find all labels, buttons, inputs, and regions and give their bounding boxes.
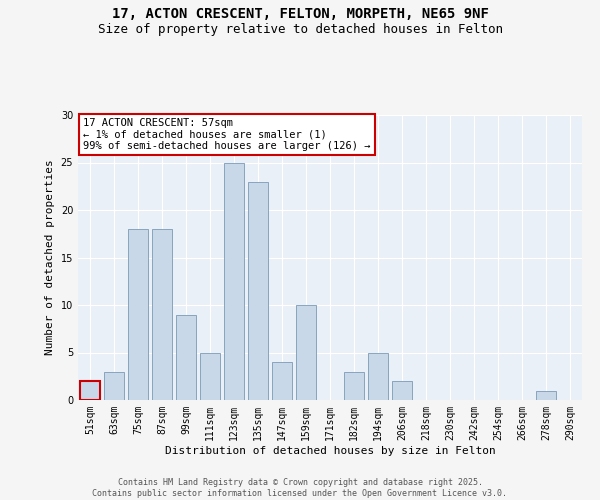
Bar <box>104 372 124 400</box>
Text: Size of property relative to detached houses in Felton: Size of property relative to detached ho… <box>97 22 503 36</box>
Bar <box>536 390 556 400</box>
Bar <box>296 305 316 400</box>
Bar <box>368 352 388 400</box>
Y-axis label: Number of detached properties: Number of detached properties <box>45 160 55 356</box>
Text: 17 ACTON CRESCENT: 57sqm
← 1% of detached houses are smaller (1)
99% of semi-det: 17 ACTON CRESCENT: 57sqm ← 1% of detache… <box>83 118 371 151</box>
Bar <box>224 162 244 400</box>
Bar <box>176 314 196 400</box>
Bar <box>200 352 220 400</box>
X-axis label: Distribution of detached houses by size in Felton: Distribution of detached houses by size … <box>164 446 496 456</box>
Bar <box>152 229 172 400</box>
Text: Contains HM Land Registry data © Crown copyright and database right 2025.
Contai: Contains HM Land Registry data © Crown c… <box>92 478 508 498</box>
Bar <box>128 229 148 400</box>
Bar <box>248 182 268 400</box>
Bar <box>80 381 100 400</box>
Bar <box>344 372 364 400</box>
Bar <box>272 362 292 400</box>
Text: 17, ACTON CRESCENT, FELTON, MORPETH, NE65 9NF: 17, ACTON CRESCENT, FELTON, MORPETH, NE6… <box>112 8 488 22</box>
Bar <box>392 381 412 400</box>
